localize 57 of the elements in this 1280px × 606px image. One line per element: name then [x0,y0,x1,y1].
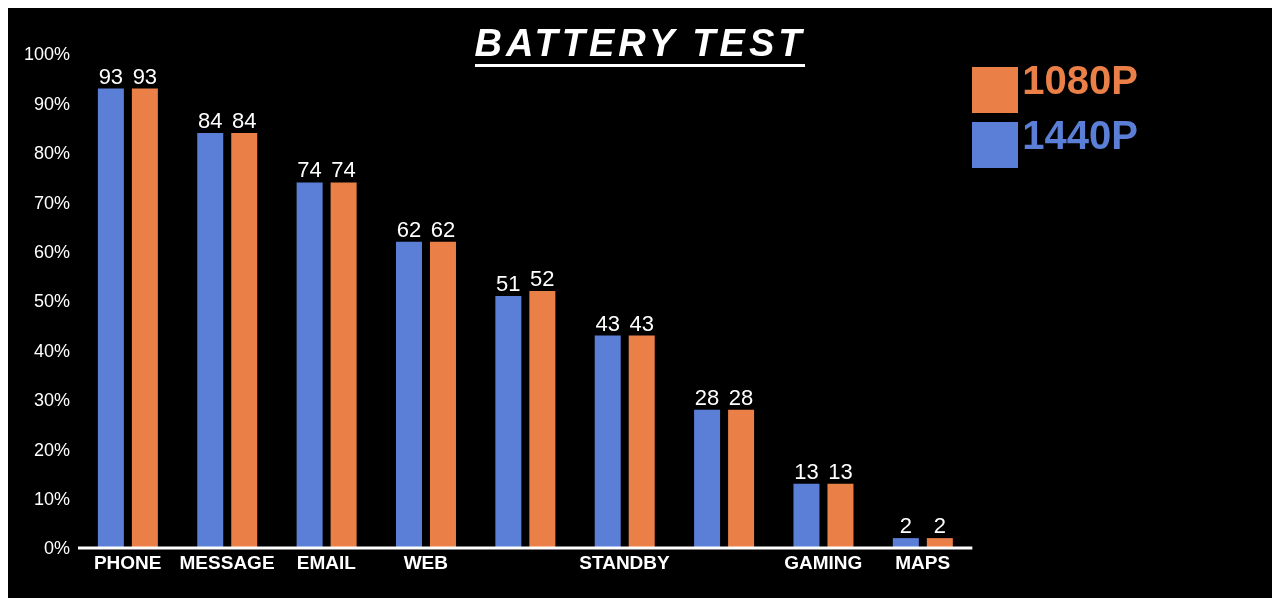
x-tick-label: MAPS [895,552,951,574]
y-tick-label: 10% [33,488,70,509]
bar [793,483,820,548]
x-tick-label: PHONE [93,552,162,574]
y-tick-label: 70% [33,192,70,213]
y-tick-label: 20% [33,439,70,460]
bar [429,241,456,548]
x-tick-label: STANDBY [579,552,671,574]
bar [529,291,556,548]
data-label: 28 [728,384,754,410]
y-tick-label: 40% [33,340,70,361]
bar [892,538,919,548]
legend-label: 1440P [1022,112,1138,157]
data-label: 43 [629,310,654,336]
x-tick-label: GAMING [784,552,863,574]
data-label: 74 [297,157,322,183]
chart-title: BATTERY TEST [474,22,806,67]
data-label: 2 [933,513,946,539]
bar [694,409,721,548]
data-label: 62 [430,216,456,242]
bar [296,182,323,548]
data-label: 84 [198,108,223,134]
bar [197,133,224,548]
bar [97,88,124,548]
x-tick-label: MESSAGE [179,552,275,574]
bar [330,182,357,548]
y-tick-label: 30% [33,390,70,411]
data-label: 74 [331,157,356,183]
data-label: 28 [694,384,720,410]
bar [131,88,158,548]
y-tick-label: 100% [23,44,70,65]
data-label: 2 [899,513,912,539]
data-label: 93 [98,63,124,89]
data-label: 51 [496,271,521,297]
bar [728,409,755,548]
bar [926,538,953,548]
bar [827,483,854,548]
data-label: 93 [132,63,158,89]
x-tick-label: WEB [403,552,448,574]
y-tick-label: 50% [33,291,70,312]
data-label: 52 [530,266,555,292]
data-label: 13 [828,458,853,484]
bar [594,335,621,548]
y-tick-label: 90% [33,93,70,114]
y-tick-label: 80% [33,143,70,164]
data-label: 84 [232,108,257,134]
bar [628,335,655,548]
x-tick-label: EMAIL [296,552,357,574]
data-label: 43 [595,310,620,336]
bar [231,133,258,548]
y-tick-label: 0% [43,538,70,559]
y-tick-label: 60% [33,241,70,262]
data-label: 13 [794,458,819,484]
data-label: 62 [396,216,422,242]
legend-label: 1080P [1022,58,1138,102]
bar [395,241,422,548]
bar [495,296,522,548]
